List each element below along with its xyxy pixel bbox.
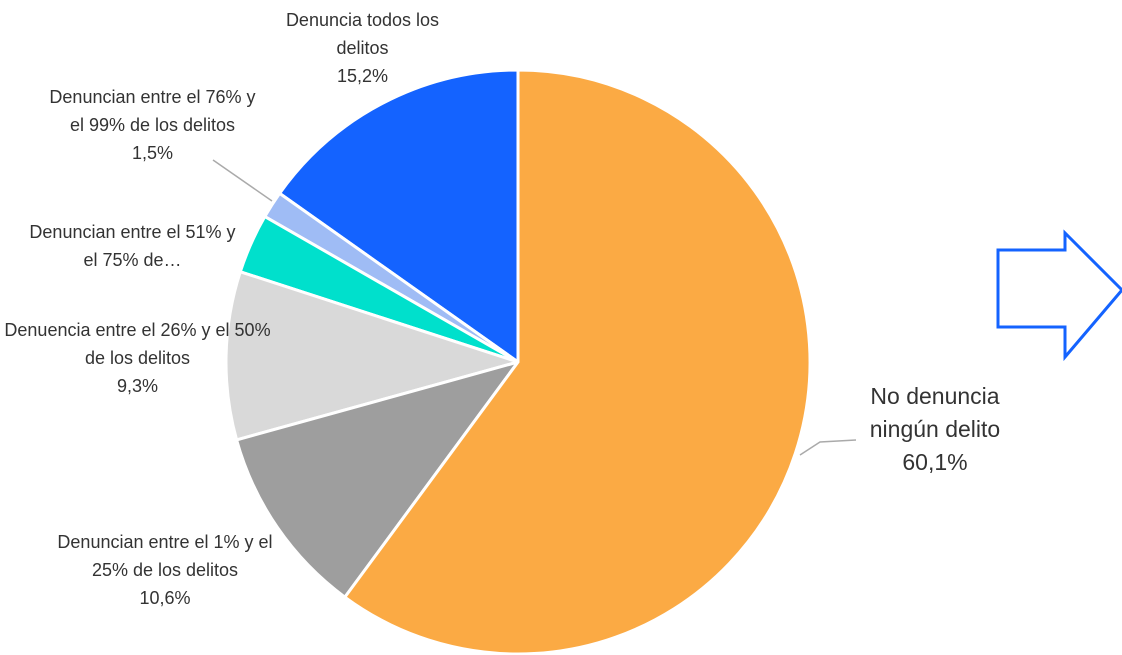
pie-slice xyxy=(234,359,522,600)
value-label: 10,6% xyxy=(139,588,191,608)
slice-label: Denuncia todos los delitos 15,2% xyxy=(265,6,460,90)
category-name: Denuncia todos los delitos xyxy=(285,10,440,58)
category-name: Denuncian entre el 51% y el 75% de… xyxy=(29,222,236,270)
value-label: 1,5% xyxy=(131,143,174,163)
value-label: 15,2% xyxy=(336,66,389,86)
slice-label: Denuncian entre el 76% y el 99% de los d… xyxy=(40,83,265,167)
leader-line xyxy=(212,159,273,202)
value-label: 60,1% xyxy=(902,449,968,475)
arrow xyxy=(996,229,1122,362)
pie-slice xyxy=(342,68,812,655)
category-name: No denuncia ningún delito xyxy=(869,383,1001,442)
value-label: 9,3% xyxy=(116,376,159,396)
category-name: Denuencia entre el 26% y el 50% de los d… xyxy=(4,320,271,368)
category-name: Denuncian entre el 1% y el 25% de los de… xyxy=(57,532,273,580)
category-name: Denuncian entre el 76% y el 99% de los d… xyxy=(49,87,256,135)
pie-slice xyxy=(224,269,524,442)
slice-label: Denuncian entre el 51% y el 75% de… xyxy=(20,218,245,274)
pie-slice xyxy=(277,68,520,365)
slice-label: Denuencia entre el 26% y el 50% de los d… xyxy=(0,316,275,400)
leader-line xyxy=(799,439,857,456)
slice-label: Denuncian entre el 1% y el 25% de los de… xyxy=(50,528,280,612)
slice-label: No denuncia ningún delito 60,1% xyxy=(840,380,1030,479)
